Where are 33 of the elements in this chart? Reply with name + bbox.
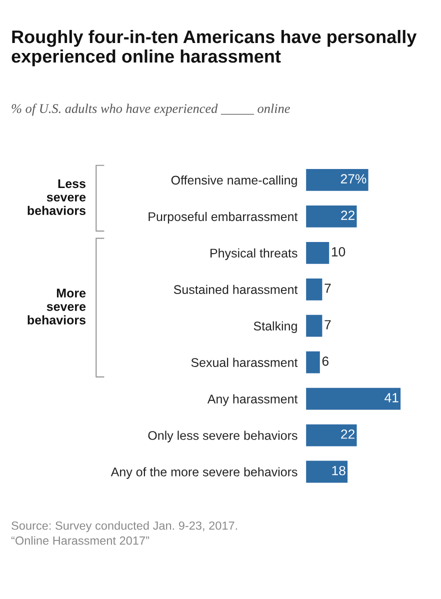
bar bbox=[306, 460, 348, 483]
y-tick-label: Any of the more severe behaviors bbox=[110, 467, 298, 479]
bar bbox=[306, 169, 368, 191]
bar bbox=[306, 242, 330, 264]
text: Less severe behaviors bbox=[28, 179, 86, 216]
bar bbox=[306, 388, 401, 410]
bar bbox=[306, 351, 320, 374]
y-tick-label: Stalking bbox=[254, 321, 297, 333]
data-label: 22 bbox=[341, 210, 354, 220]
text: “Online Harassment 2017” bbox=[11, 536, 150, 545]
data-label: 6 bbox=[322, 356, 328, 366]
y-tick-label: Sustained harassment bbox=[174, 284, 298, 294]
y-tick-label: Any harassment bbox=[207, 394, 298, 406]
data-label: 18 bbox=[332, 466, 346, 476]
data-label: 22 bbox=[341, 429, 354, 439]
data-label: 10 bbox=[332, 247, 346, 256]
y-tick-label: Sexual harassment bbox=[191, 358, 298, 367]
y-tick-label: Only less severe behaviors bbox=[148, 430, 298, 442]
data-label: 41 bbox=[384, 393, 398, 402]
y-tick-label: Offensive name-calling bbox=[171, 175, 297, 188]
text: More severe behaviors bbox=[28, 288, 86, 324]
bar bbox=[306, 205, 357, 228]
bar bbox=[306, 424, 357, 446]
source-note: Source: Survey conducted Jan. 9-23, 2017. bbox=[12, 521, 238, 532]
data-label: 27% bbox=[340, 174, 366, 184]
text: % of U.S. adults who have experienced _____ online bbox=[12, 104, 290, 116]
bar bbox=[306, 278, 322, 300]
data-label: 7 bbox=[324, 320, 331, 330]
y-tick-label: Purposeful embarrassment bbox=[148, 212, 298, 224]
y-tick-label: Physical threats bbox=[210, 248, 298, 260]
chart-title: Roughly four-in-ten Americans have personally experienced online harassment bbox=[12, 30, 417, 66]
bar bbox=[306, 314, 322, 337]
data-label: 7 bbox=[324, 284, 331, 293]
